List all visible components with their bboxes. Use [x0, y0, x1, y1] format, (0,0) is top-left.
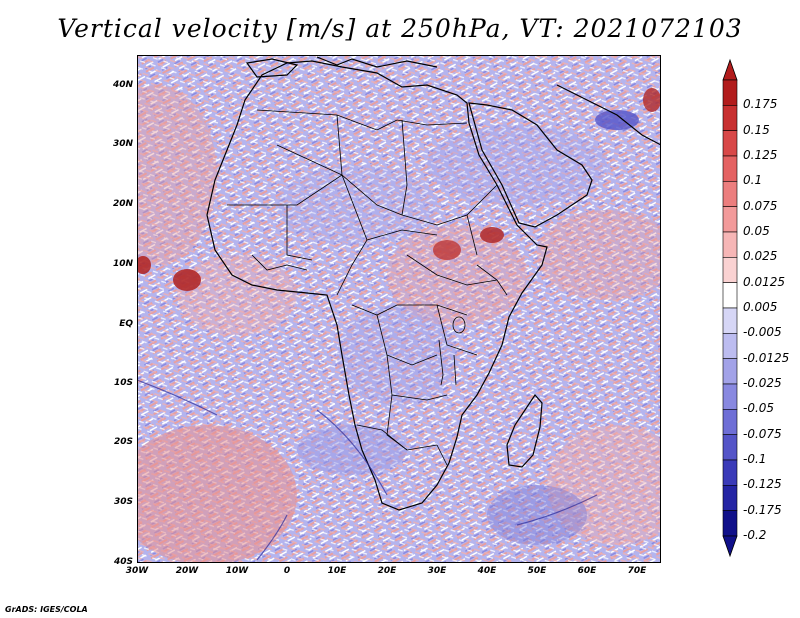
colorbar-label: 0.0125	[743, 274, 785, 289]
coastlines	[206, 56, 661, 511]
lat-label-40n: 40N	[112, 80, 133, 90]
colorbar-segment	[722, 358, 738, 385]
colorbar-label: 0.005	[743, 300, 778, 314]
colorbar-segment	[722, 383, 738, 410]
colorbar-label: -0.2	[743, 528, 767, 542]
lon-label-20e: 20E	[377, 566, 397, 576]
colorbar-segment	[722, 130, 738, 157]
colorbar-label: 0.175	[743, 97, 778, 112]
colorbar	[722, 58, 738, 558]
lat-label-10s: 10S	[113, 378, 133, 388]
lon-label-30e: 30E	[427, 566, 447, 576]
colorbar-label: -0.025	[743, 376, 782, 390]
colorbar-label: -0.05	[743, 401, 775, 416]
lat-label-30s: 30S	[113, 497, 133, 507]
colorbar-segment	[722, 510, 738, 537]
colorbar-segment	[722, 155, 738, 182]
madagascar-coastline	[506, 394, 543, 468]
colorbar-segment	[722, 206, 738, 233]
lat-label-eq: EQ	[119, 319, 133, 329]
lat-label-20n: 20N	[112, 199, 133, 209]
colorbar-label: 0.15	[743, 122, 770, 137]
colorbar-segment	[722, 181, 738, 207]
colorbar-label: 0.025	[743, 249, 778, 264]
lat-label-10n: 10N	[112, 259, 133, 269]
colorbar-label: -0.005	[743, 325, 782, 340]
map-frame	[137, 55, 661, 563]
jet-streaks	[137, 379, 598, 561]
chart-title: Vertical velocity [m/s] at 250hPa, VT: 2…	[57, 14, 743, 43]
colorbar-label: 0.125	[743, 148, 778, 162]
lon-label-20w: 20W	[175, 566, 199, 576]
lon-label-10w: 10W	[225, 566, 249, 576]
colorbar-label: -0.175	[743, 502, 782, 517]
colorbar-segment	[722, 409, 738, 435]
lon-label-0: 0	[283, 566, 291, 576]
colorbar-segment	[722, 459, 738, 486]
lon-label-30w: 30W	[125, 566, 149, 576]
colorbar-segment	[722, 307, 738, 334]
colorbar-segment	[722, 333, 738, 359]
europe-coastline	[316, 56, 438, 68]
colorbar-label: 0.075	[743, 198, 778, 213]
colorbar-label: 0.1	[743, 173, 763, 188]
iberia-coastline	[245, 58, 299, 78]
colorbar-min-arrow	[722, 535, 738, 558]
colorbar-segment	[722, 257, 738, 283]
lakes	[438, 316, 466, 386]
lon-label-60e: 60E	[577, 566, 597, 576]
colorbar-label: 0.05	[743, 224, 770, 238]
lon-label-10e: 10E	[327, 566, 347, 576]
lat-label-40s: 40S	[113, 557, 133, 567]
colorbar-segment	[722, 231, 738, 258]
colorbar-label: -0.075	[743, 426, 782, 441]
colorbar-label: -0.1	[743, 452, 767, 466]
colorbar-segment	[722, 282, 738, 309]
country-borders	[227, 109, 508, 466]
arabia-coastline	[468, 102, 593, 228]
map-panel	[137, 55, 661, 563]
lon-label-70e: 70E	[627, 566, 647, 576]
persia-coastline	[556, 84, 661, 146]
colorbar-segment	[722, 485, 738, 511]
lat-label-30n: 30N	[112, 139, 133, 149]
convective-hotspots	[137, 88, 661, 291]
colorbar-label: -0.125	[743, 477, 782, 492]
africa-coastline	[206, 60, 548, 511]
colorbar-max-arrow	[722, 58, 738, 81]
lat-label-20s: 20S	[113, 437, 133, 447]
colorbar-segment	[722, 105, 738, 131]
lon-label-50e: 50E	[527, 566, 547, 576]
colorbar-segment	[722, 79, 738, 106]
colorbar-label: -0.0125	[743, 350, 790, 365]
footer-credit: GrADS: IGES/COLA	[5, 605, 88, 614]
colorbar-segment	[722, 434, 738, 461]
lon-label-40e: 40E	[477, 566, 497, 576]
field-anomalies	[137, 85, 661, 563]
